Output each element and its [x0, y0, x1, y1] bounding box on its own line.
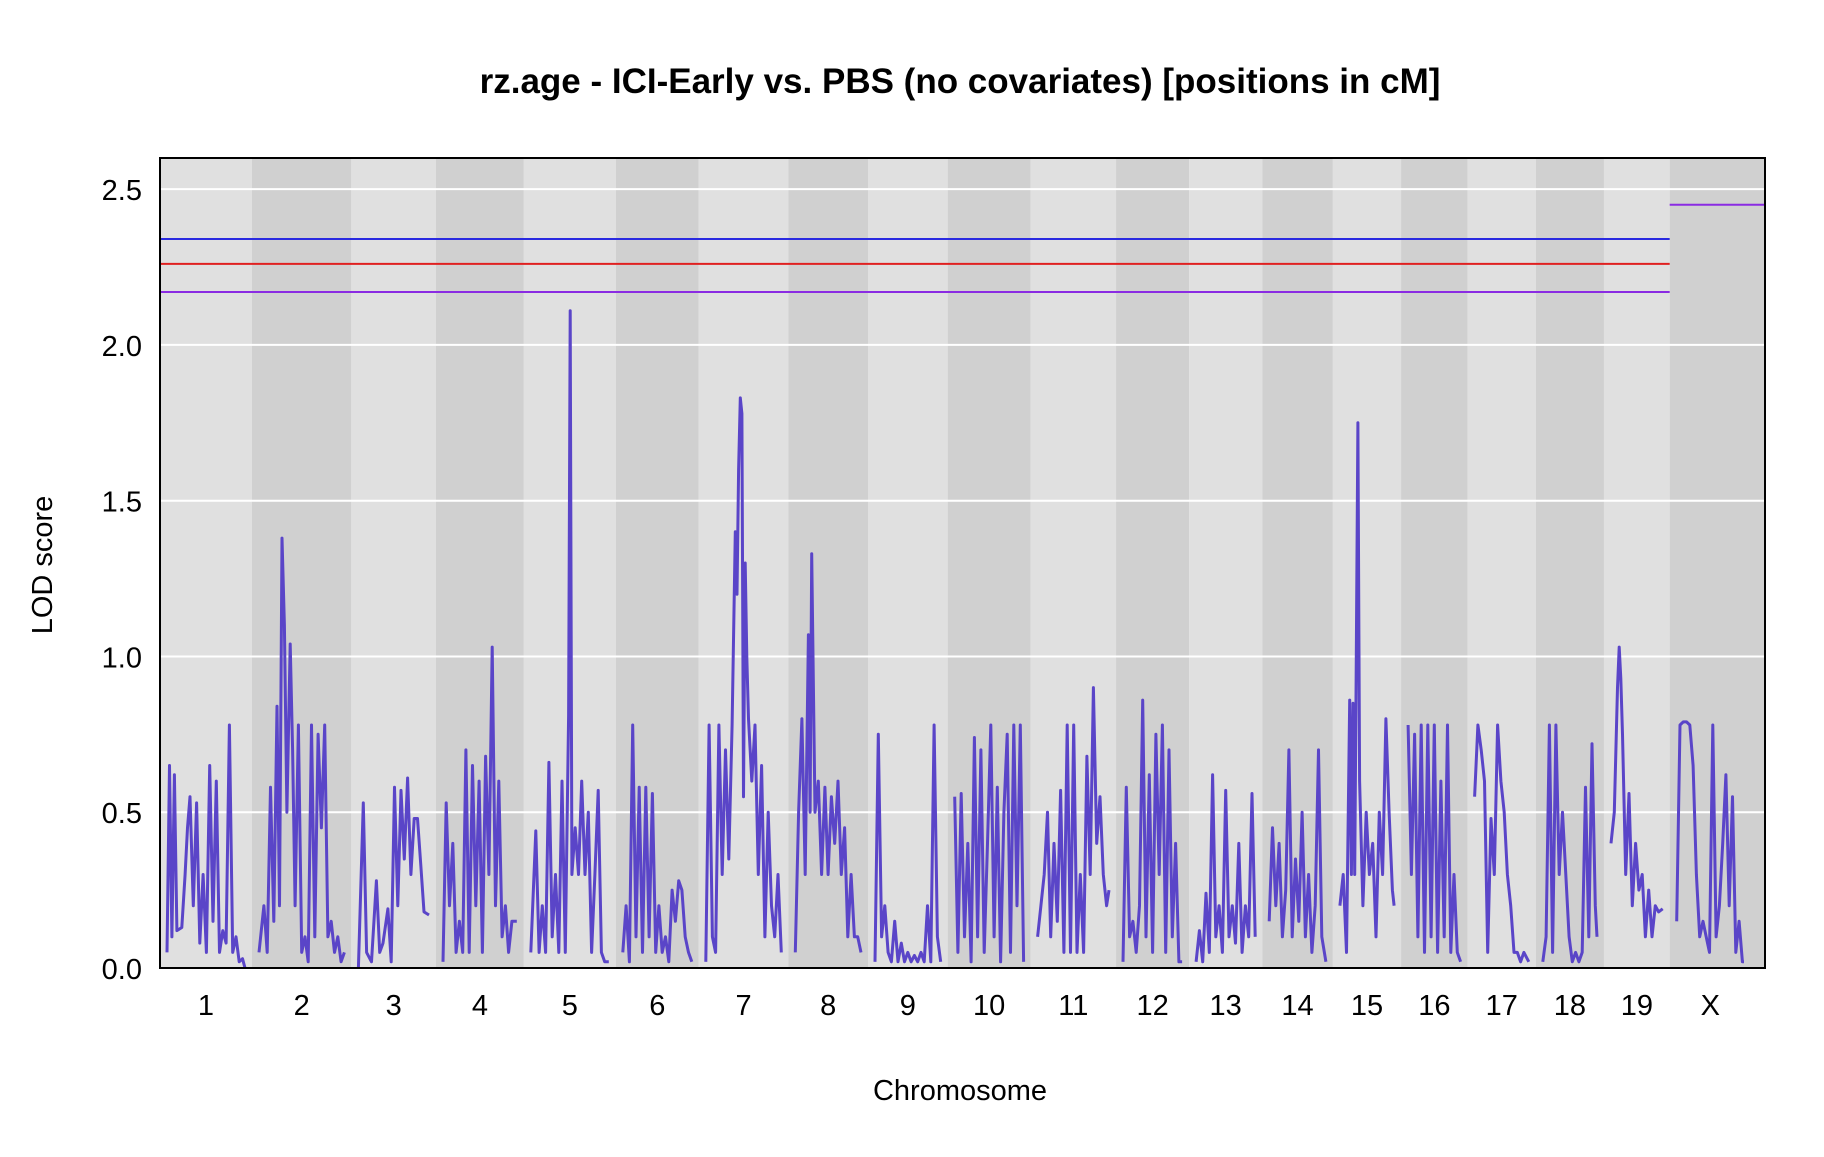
chromosome-band-2 [251, 158, 352, 968]
chromosome-band-6 [615, 158, 699, 968]
x-tick-label: 2 [294, 990, 310, 1022]
x-tick-label: 14 [1281, 990, 1313, 1022]
y-tick-label: 2.0 [102, 331, 142, 363]
chromosome-band-X [1669, 158, 1765, 968]
y-tick-label: 1.0 [102, 642, 142, 674]
x-tick-label: 15 [1351, 990, 1383, 1022]
lod-curve-chr-6 [621, 723, 694, 964]
lod-curve-chr-5 [529, 309, 609, 964]
plot-frame [159, 157, 1766, 969]
x-tick-label: 18 [1554, 990, 1586, 1022]
x-axis: 1 2 3 4 5 6 7 8 9 10 11 12 13 14 15 16 17 18 19 X [198, 990, 1720, 1022]
chromosome-band-19 [1603, 158, 1670, 968]
y-tick-label: 1.5 [102, 487, 142, 519]
lod-curve-chr-9 [873, 723, 943, 964]
lod-curve-chr-17 [1473, 723, 1531, 964]
lod-curve-chr-3 [356, 776, 430, 969]
x-tick-label: 7 [735, 990, 751, 1022]
x-tick-label: 1 [198, 990, 214, 1022]
chromosome-band-17 [1467, 158, 1536, 968]
lod-curves [165, 309, 1744, 969]
lod-curve-chr-11 [1036, 686, 1111, 954]
lod-curve-chr-2 [257, 536, 346, 964]
x-tick-label: 10 [973, 990, 1005, 1022]
x-tick-label: 11 [1058, 990, 1088, 1022]
y-axis: 0.0 0.5 1.0 1.5 2.0 2.5 [102, 175, 142, 986]
lod-curve-chr-X [1675, 720, 1744, 964]
lod-curve-chr-8 [793, 552, 863, 953]
y-tick-label: 2.5 [102, 175, 142, 207]
x-tick-label: 3 [386, 990, 402, 1022]
x-tick-label: 5 [562, 990, 578, 1022]
x-tick-label: 6 [649, 990, 665, 1022]
x-tick-label: 16 [1418, 990, 1450, 1022]
lod-curve-chr-12 [1121, 698, 1183, 964]
chromosome-band-8 [788, 158, 868, 968]
lod-curve-chr-7 [704, 396, 783, 962]
lod-curve-chr-19 [1609, 645, 1664, 939]
x-tick-label: X [1701, 990, 1720, 1022]
y-axis-label: LOD score [27, 496, 59, 635]
threshold-lines [160, 203, 1765, 293]
lod-curve-chr-4 [441, 645, 517, 962]
x-axis-label: Chromosome [873, 1075, 1047, 1107]
x-tick-label: 8 [820, 990, 836, 1022]
x-tick-label: 4 [472, 990, 488, 1022]
lod-curve-chr-10 [953, 723, 1026, 964]
y-tick-label: 0.5 [102, 798, 142, 830]
x-tick-label: 19 [1621, 990, 1653, 1022]
lod-curve-chr-16 [1406, 723, 1463, 963]
lod-curve-chr-14 [1267, 748, 1328, 963]
lod-curve-chr-15 [1338, 421, 1396, 954]
lod-curve-chr-18 [1541, 723, 1599, 964]
lod-curve-chr-1 [165, 723, 247, 969]
x-tick-label: 13 [1210, 990, 1242, 1022]
x-tick-label: 12 [1136, 990, 1168, 1022]
lod-curve-chr-13 [1194, 773, 1257, 964]
x-tick-label: 9 [900, 990, 916, 1022]
chart-title: rz.age - ICI-Early vs. PBS (no covariate… [480, 62, 1441, 101]
y-tick-label: 0.0 [102, 954, 142, 986]
x-tick-label: 17 [1486, 990, 1518, 1022]
